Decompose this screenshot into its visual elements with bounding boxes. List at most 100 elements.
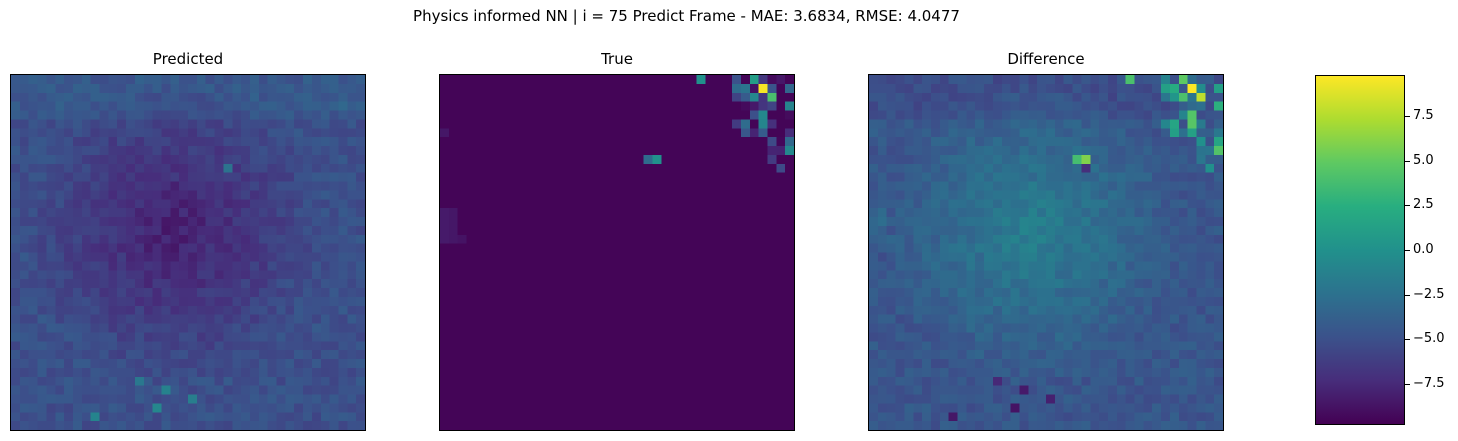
- predicted-cell-r10-c5: [55, 163, 65, 173]
- predicted-cell-r25-c36: [329, 296, 339, 306]
- predicted-cell-r7-c21: [196, 137, 206, 147]
- difference-cell-r8-c35: [1178, 146, 1188, 156]
- predicted-cell-r17-c23: [214, 225, 224, 235]
- predicted-cell-r27-c32: [294, 314, 304, 324]
- true-cell-r1-c30: [705, 83, 715, 93]
- predicted-cell-r35-c17: [161, 385, 171, 395]
- true-cell-r29-c19: [608, 332, 618, 342]
- true-cell-r10-c39: [785, 163, 794, 173]
- true-cell-r17-c5: [484, 225, 494, 235]
- true-cell-r24-c24: [652, 288, 662, 298]
- predicted-cell-r5-c12: [117, 119, 127, 129]
- true-cell-r0-c1: [448, 75, 458, 85]
- true-cell-r36-c22: [634, 394, 644, 404]
- true-cell-r24-c39: [785, 288, 794, 298]
- predicted-cell-r36-c33: [303, 394, 313, 404]
- difference-cell-r20-c14: [992, 252, 1002, 262]
- true-cell-r27-c34: [740, 314, 750, 324]
- difference-cell-r17-c38: [1205, 225, 1215, 235]
- predicted-cell-r29-c5: [55, 332, 65, 342]
- true-cell-r32-c30: [705, 359, 715, 369]
- true-cell-r20-c7: [501, 252, 511, 262]
- predicted-cell-r2-c21: [196, 92, 206, 102]
- difference-cell-r29-c1: [877, 332, 887, 342]
- true-cell-r3-c39: [785, 101, 794, 111]
- true-cell-r28-c26: [670, 323, 680, 333]
- true-cell-r10-c14: [563, 163, 573, 173]
- predicted-cell-r17-c9: [90, 225, 100, 235]
- predicted-cell-r34-c26: [241, 376, 251, 386]
- difference-cell-r2-c28: [1116, 92, 1126, 102]
- difference-cell-r16-c32: [1152, 217, 1162, 227]
- predicted-cell-r36-c28: [258, 394, 268, 404]
- difference-cell-r12-c9: [948, 181, 958, 191]
- true-cell-r26-c24: [652, 305, 662, 315]
- colorbar-tick-label: 0.0: [1413, 242, 1434, 257]
- predicted-cell-r31-c5: [55, 350, 65, 360]
- true-cell-r38-c4: [475, 412, 485, 422]
- difference-cell-r21-c34: [1169, 261, 1179, 271]
- predicted-cell-r30-c30: [276, 341, 286, 351]
- predicted-cell-r21-c31: [285, 261, 295, 271]
- true-cell-r5-c29: [696, 119, 706, 129]
- predicted-cell-r37-c16: [152, 403, 162, 413]
- difference-cell-r1-c31: [1143, 83, 1153, 93]
- predicted-cell-r2-c26: [241, 92, 251, 102]
- true-cell-r2-c32: [723, 92, 733, 102]
- predicted-cell-r26-c17: [161, 305, 171, 315]
- true-cell-r22-c22: [634, 270, 644, 280]
- true-cell-r10-c31: [714, 163, 724, 173]
- true-cell-r23-c3: [466, 279, 476, 289]
- difference-cell-r4-c7: [930, 110, 940, 120]
- true-cell-r6-c25: [661, 128, 671, 138]
- difference-cell-r21-c12: [975, 261, 985, 271]
- predicted-cell-r35-c16: [152, 385, 162, 395]
- difference-cell-r25-c20: [1046, 296, 1056, 306]
- difference-cell-r30-c13: [984, 341, 994, 351]
- predicted-cell-r7-c20: [188, 137, 198, 147]
- difference-cell-r31-c3: [895, 350, 905, 360]
- true-cell-r29-c16: [581, 332, 591, 342]
- predicted-cell-r2-c31: [285, 92, 295, 102]
- difference-cell-r35-c39: [1214, 385, 1223, 395]
- predicted-cell-r20-c36: [329, 252, 339, 262]
- difference-cell-r4-c16: [1010, 110, 1020, 120]
- true-cell-r26-c19: [608, 305, 618, 315]
- difference-cell-r36-c31: [1143, 394, 1153, 404]
- predicted-cell-r22-c13: [126, 270, 136, 280]
- difference-cell-r23-c33: [1161, 279, 1171, 289]
- true-cell-r13-c21: [625, 190, 635, 200]
- predicted-cell-r16-c20: [188, 217, 198, 227]
- true-cell-r5-c17: [590, 119, 600, 129]
- predicted-cell-r6-c26: [241, 128, 251, 138]
- difference-cell-r28-c38: [1205, 323, 1215, 333]
- predicted-cell-r22-c20: [188, 270, 198, 280]
- true-cell-r19-c19: [608, 243, 618, 253]
- difference-cell-r36-c1: [877, 394, 887, 404]
- colorbar-tick-mark: [1405, 116, 1410, 118]
- difference-cell-r32-c28: [1116, 359, 1126, 369]
- difference-cell-r39-c26: [1099, 421, 1109, 430]
- true-cell-r6-c27: [678, 128, 688, 138]
- difference-cell-r11-c38: [1205, 172, 1215, 182]
- predicted-cell-r15-c1: [19, 208, 29, 218]
- predicted-cell-r22-c35: [320, 270, 330, 280]
- true-cell-r2-c17: [590, 92, 600, 102]
- predicted-cell-r7-c33: [303, 137, 313, 147]
- difference-cell-r15-c28: [1116, 208, 1126, 218]
- difference-cell-r4-c17: [1019, 110, 1029, 120]
- predicted-cell-r14-c7: [72, 199, 82, 209]
- true-cell-r14-c36: [758, 199, 768, 209]
- difference-cell-r18-c16: [1010, 234, 1020, 244]
- difference-cell-r24-c0: [869, 288, 879, 298]
- true-cell-r29-c12: [546, 332, 556, 342]
- true-cell-r11-c10: [528, 172, 538, 182]
- true-cell-r16-c12: [546, 217, 556, 227]
- predicted-cell-r25-c12: [117, 296, 127, 306]
- true-cell-r18-c38: [776, 234, 786, 244]
- predicted-cell-r3-c14: [134, 101, 144, 111]
- true-cell-r9-c7: [501, 154, 511, 164]
- true-cell-r0-c7: [501, 75, 511, 85]
- true-cell-r14-c26: [670, 199, 680, 209]
- difference-cell-r28-c10: [957, 323, 967, 333]
